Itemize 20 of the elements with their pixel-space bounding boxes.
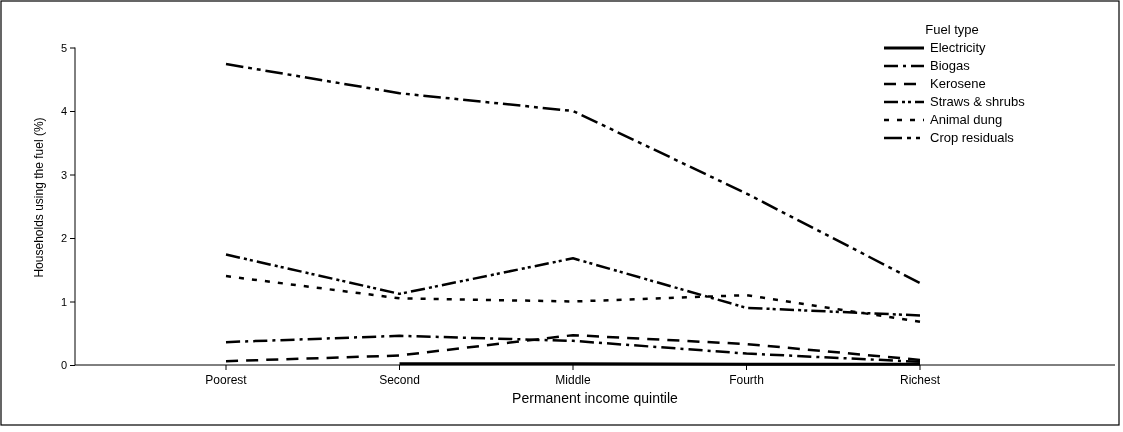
y-axis-title: Households using the fuel (%) xyxy=(32,117,46,278)
legend-label: Straws & shrubs xyxy=(930,94,1026,109)
y-tick-label: 1 xyxy=(60,295,67,308)
x-tick-label: Richest xyxy=(899,373,941,387)
x-tick-label: Second xyxy=(379,373,420,387)
legend-label: Animal dung xyxy=(930,112,1003,127)
y-tick-label: 4 xyxy=(60,105,67,118)
y-tick-label: 0 xyxy=(60,359,67,372)
y-tick-label: 3 xyxy=(60,168,67,181)
x-tick-label: Middle xyxy=(555,373,591,387)
legend-label: Crop residuals xyxy=(930,130,1015,145)
legend-label: Kerosene xyxy=(930,76,986,91)
x-tick-label: Poorest xyxy=(205,373,248,387)
legend-title: Fuel type xyxy=(925,22,979,37)
legend-label: Electricity xyxy=(930,40,987,55)
x-tick-label: Fourth xyxy=(729,373,764,387)
y-tick-label: 2 xyxy=(60,232,67,245)
y-tick-label: 5 xyxy=(60,41,67,54)
legend-label: Biogas xyxy=(930,58,971,73)
x-axis-title: Permanent income quintile xyxy=(512,390,679,406)
